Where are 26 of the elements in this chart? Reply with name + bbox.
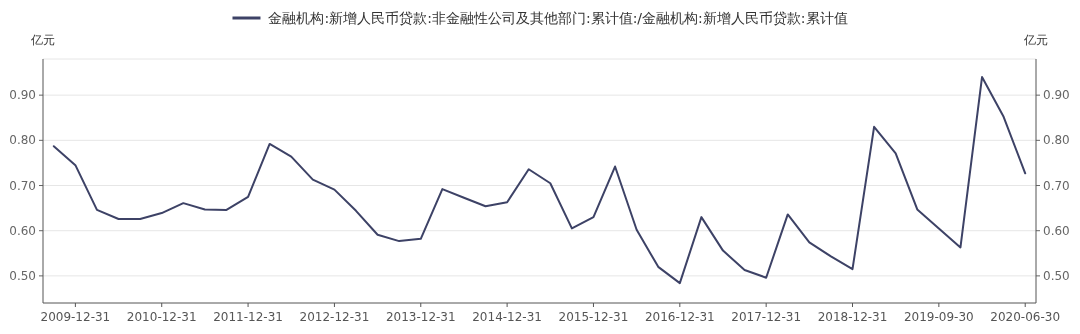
y-tick-label: 0.70 [9, 178, 36, 193]
x-tick-label: 2013-12-31 [385, 310, 456, 324]
x-tick-label: 2012-12-31 [299, 310, 370, 324]
x-tick-label: 2017-12-31 [731, 310, 802, 324]
y2-tick-label: 0.60 [1043, 223, 1070, 238]
x-tick-label: 2011-12-31 [213, 310, 283, 324]
y2-tick-label: 0.80 [1043, 133, 1070, 148]
x-tick-label: 2009-12-31 [40, 310, 111, 324]
y2-tick-label: 0.70 [1043, 178, 1070, 193]
y-axis-title: 亿元 [30, 33, 55, 47]
x-tick-label: 2010-12-31 [126, 310, 197, 324]
legend-label: 金融机构:新增人民币贷款:非金融性公司及其他部门:累计值:/金融机构:新增人民币贷款:累计值 [268, 10, 848, 26]
y-tick-label: 0.50 [9, 268, 36, 283]
y-tick-label: 0.60 [9, 223, 36, 238]
y2-axis-title: 亿元 [1023, 33, 1048, 47]
y2-tick-label: 0.90 [1043, 88, 1070, 103]
y-tick-label: 0.90 [9, 88, 36, 103]
x-tick-label: 2016-12-31 [644, 310, 715, 324]
y-tick-label: 0.80 [9, 133, 36, 148]
y2-tick-label: 0.50 [1043, 268, 1070, 283]
x-tick-label: 2015-12-31 [558, 310, 629, 324]
line-series [52, 76, 1027, 285]
x-tick-label: 2019-09-30 [903, 310, 974, 324]
x-tick-label: 2018-12-31 [817, 310, 888, 324]
x-tick-label: 2014-12-31 [472, 310, 542, 324]
x-tick-label: 2020-06-30 [990, 310, 1061, 324]
